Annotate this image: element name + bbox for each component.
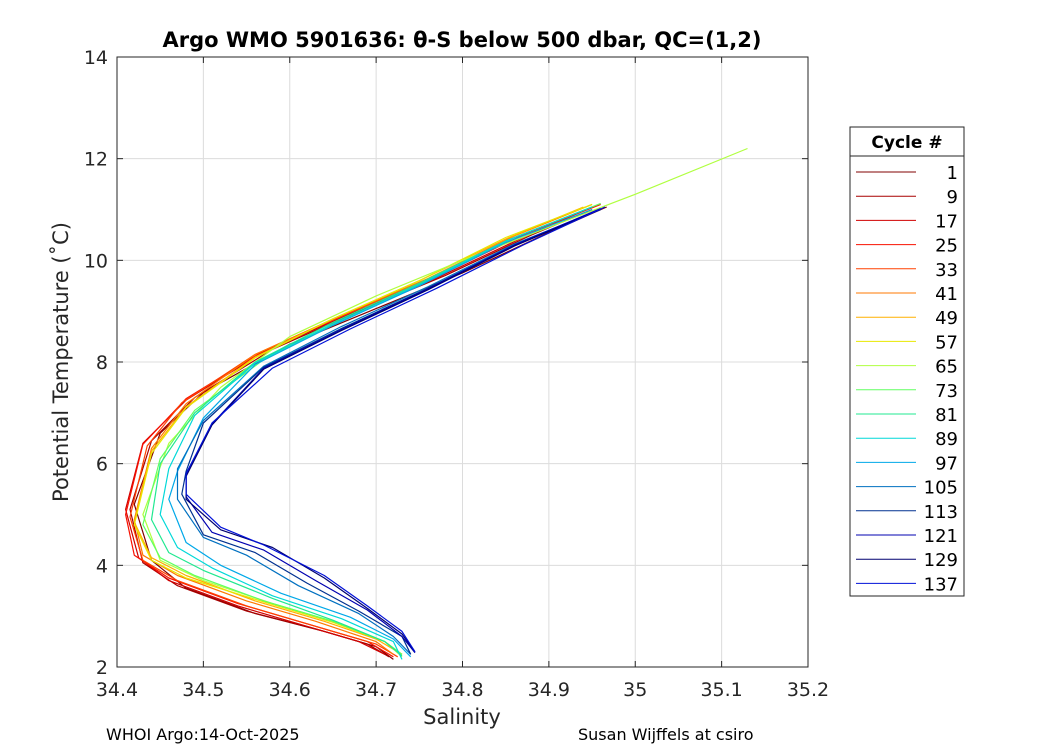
legend-label: 65 xyxy=(935,357,958,378)
axis-ticks: 34.4 34.5 34.6 34.7 34.8 34.9 35 35.1 35.2 2 4 6 8 10… xyxy=(84,47,829,701)
series-line-81 xyxy=(150,206,593,657)
series-line-57 xyxy=(133,203,593,655)
legend-label: 121 xyxy=(924,526,958,547)
legend-label: 137 xyxy=(924,574,958,595)
x-tick-label: 34.8 xyxy=(441,679,483,701)
x-tick-label: 34.7 xyxy=(355,679,397,701)
y-tick-label: 6 xyxy=(96,454,108,476)
legend-label: 33 xyxy=(935,260,958,281)
legend-label: 129 xyxy=(924,550,958,571)
x-axis-label: Salinity xyxy=(423,705,501,729)
footer-credit-right: Susan Wijffels at csiro xyxy=(578,725,754,744)
chart-title: Argo WMO 5901636: θ-S below 500 dbar, QC… xyxy=(163,28,762,52)
legend-title: Cycle # xyxy=(871,133,942,153)
x-tick-label: 35.1 xyxy=(700,679,742,701)
legend-label: 73 xyxy=(935,381,958,402)
x-tick-label: 34.6 xyxy=(269,679,311,701)
series-line-129 xyxy=(185,208,601,653)
y-tick-label: 12 xyxy=(84,149,108,171)
legend-box xyxy=(849,126,965,597)
legend-label: 41 xyxy=(935,284,958,305)
y-tick-label: 8 xyxy=(96,352,108,374)
footer-credit-left: WHOI Argo:14-Oct-2025 xyxy=(106,725,300,744)
legend-label: 1 xyxy=(947,163,958,184)
y-tick-label: 10 xyxy=(84,250,108,272)
y-axis-label: Potential Temperature (˚C) xyxy=(49,222,73,502)
series-line-137 xyxy=(185,206,606,653)
legend-items: 1 9 17 25 33 41 49 57 65 73 81 89 97 105 113 121 129 137 xyxy=(856,163,958,595)
y-tick-label: 4 xyxy=(96,555,108,577)
x-tick-label: 34.5 xyxy=(182,679,224,701)
x-tick-label: 35.2 xyxy=(787,679,829,701)
series-line-97 xyxy=(168,208,593,658)
y-tick-label: 2 xyxy=(96,657,108,679)
grid-lines xyxy=(117,57,808,667)
legend-label: 113 xyxy=(924,502,958,523)
legend-label: 81 xyxy=(935,405,958,426)
legend: Cycle # 1 9 17 25 33 41 49 57 65 73 81 89 97 105 113 12… xyxy=(849,126,965,597)
legend-label: 97 xyxy=(935,453,958,474)
legend-label: 25 xyxy=(935,236,958,257)
series-line-89 xyxy=(159,206,593,660)
legend-label: 9 xyxy=(947,187,958,208)
data-lines xyxy=(124,147,748,660)
legend-label: 89 xyxy=(935,429,958,450)
x-tick-label: 34.9 xyxy=(528,679,570,701)
y-tick-label: 14 xyxy=(84,47,108,69)
x-tick-label: 34.4 xyxy=(96,679,138,701)
legend-label: 105 xyxy=(924,478,958,499)
series-line-105 xyxy=(176,208,601,655)
series-line-49 xyxy=(133,206,584,655)
series-line-73 xyxy=(142,202,601,655)
legend-label: 57 xyxy=(935,332,958,353)
series-line-121 xyxy=(185,207,601,654)
legend-label: 17 xyxy=(935,211,958,232)
legend-label: 49 xyxy=(935,308,958,329)
x-tick-label: 35 xyxy=(623,679,647,701)
